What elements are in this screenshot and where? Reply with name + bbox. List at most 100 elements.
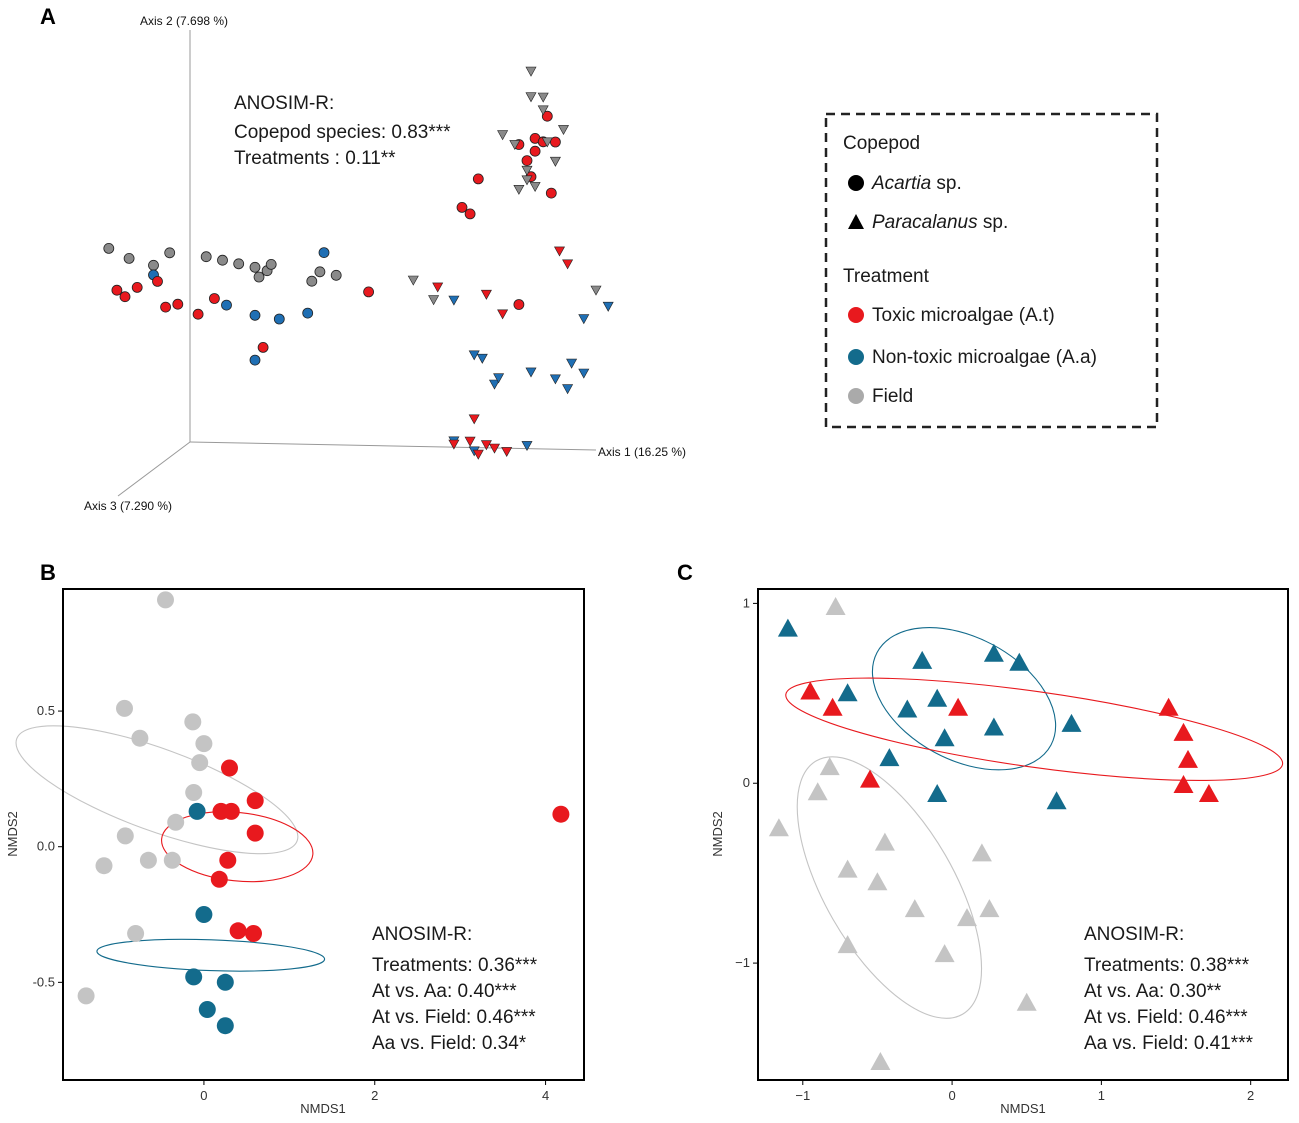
panel-c-point — [870, 1052, 891, 1070]
legend: Copepod Acartia sp. Paracalanus sp. Trea… — [824, 112, 1159, 429]
panel-a-point-triangle — [553, 246, 566, 257]
panel-a-point-circle — [529, 145, 541, 157]
legend-acartia-sp: sp. — [931, 173, 962, 194]
panel-a-point-triangle — [472, 449, 484, 460]
panel-a-point-circle — [249, 261, 261, 273]
panel-c-point — [837, 859, 858, 878]
legend-nontoxic-dot — [848, 349, 864, 365]
panel-a-point-circle — [513, 299, 525, 310]
panel-a-point-triangle — [464, 436, 476, 447]
panel-a-point-circle — [164, 247, 176, 259]
panel-a-point-circle — [330, 269, 342, 281]
panel-a-point-triangle — [521, 165, 533, 176]
panel-c-xtick-label: 2 — [1247, 1088, 1254, 1103]
panel-a-point-triangle — [537, 92, 549, 103]
panel-c-point — [860, 769, 880, 788]
panel-a-point-triangle — [480, 289, 492, 300]
panel-c-point — [1173, 722, 1194, 741]
panel-a-point-circle — [314, 266, 326, 278]
panel-a-point-circle — [550, 136, 561, 148]
panel-c-point — [1198, 784, 1219, 802]
panel-b-plot: 0 2 4 -0.5 0.0 0.5 — [15, 591, 570, 1103]
legend-paracalanus: Paracalanus sp. — [872, 212, 1008, 233]
panel-b-xtick-label: 2 — [371, 1088, 378, 1103]
panel-b-point — [195, 906, 213, 923]
axis1-line — [189, 441, 597, 451]
panel-a-point-triangle — [407, 275, 419, 286]
panel-c-ytick-label: 1 — [743, 595, 750, 610]
panel-a-point-circle — [521, 155, 533, 167]
panel-c-stats-line-3: At vs. Field: 0.46*** — [1084, 1007, 1248, 1028]
panel-b-point — [185, 968, 203, 986]
panel-c-ellipse — [785, 677, 1284, 782]
panel-a-point-circle — [200, 251, 212, 263]
panel-b-point — [229, 922, 247, 940]
panel-c-point — [957, 908, 977, 927]
panel-c-point — [874, 832, 895, 851]
panel-b-point — [139, 851, 157, 869]
panel-a-stats-line-1: Copepod species: 0.83*** — [234, 122, 451, 143]
panel-a-point-triangle — [480, 440, 492, 451]
panel-c-stats-line-1: Treatments: 0.38*** — [1084, 955, 1250, 976]
legend-acartia: Acartia sp. — [871, 173, 962, 194]
panel-b-point — [167, 813, 185, 831]
panel-b-point — [184, 713, 202, 731]
legend-toxic-label: Toxic microalgae (A.t) — [872, 305, 1055, 326]
panel-a-point-triangle — [562, 384, 574, 395]
panel-a-point-triangle — [537, 105, 549, 116]
panel-a-point-triangle — [488, 379, 501, 390]
panel-a-stats-line-2: Treatments : 0.11** — [234, 148, 396, 169]
panel-b-label: B — [40, 560, 56, 585]
legend-circle-marker — [848, 175, 864, 191]
panel-a-point-triangle — [529, 182, 541, 193]
panel-c-point — [1173, 775, 1194, 793]
panel-a-point-circle — [249, 354, 261, 366]
legend-field-label: Field — [872, 386, 913, 407]
axis1-label: Axis 1 (16.25 %) — [598, 445, 686, 459]
panel-b-point — [195, 735, 213, 753]
panel-a-point-circle — [217, 254, 228, 266]
legend-treatment-title: Treatment — [843, 266, 930, 287]
panel-c-xtick-label: −1 — [795, 1088, 810, 1103]
panel-a-point-triangle — [602, 301, 614, 312]
panel-b-point — [185, 784, 203, 801]
panel-c-point — [971, 843, 992, 862]
panel-a-point-circle — [363, 286, 375, 298]
panel-c: C NMDS1 NMDS2 −1 0 1 2 −1 0 1 ANOSIM-R: Treatm… — [677, 560, 1289, 1116]
panel-c-point — [822, 697, 843, 716]
panel-c-point — [948, 697, 969, 716]
legend-copepod-title: Copepod — [843, 133, 920, 154]
legend-nontoxic-label: Non-toxic microalgae (A.a) — [872, 347, 1097, 368]
panel-a-point-circle — [464, 208, 476, 220]
panel-c-point — [800, 681, 821, 700]
panel-b-point — [222, 802, 240, 820]
legend-toxic-dot — [848, 307, 864, 323]
panel-c-point — [768, 818, 789, 837]
panel-a-point-circle — [545, 187, 557, 199]
panel-a-point-circle — [257, 341, 269, 353]
panel-b-point — [221, 759, 238, 777]
panel-a-point-circle — [541, 110, 553, 122]
panel-b-stats-line-1: Treatments: 0.36*** — [372, 955, 538, 976]
panel-b-stats-line-4: Aa vs. Field: 0.34* — [372, 1033, 527, 1054]
panel-c-point — [837, 935, 858, 954]
panel-b-point — [210, 870, 228, 888]
panel-c-point — [897, 699, 918, 718]
panel-c-ytick-label: −1 — [735, 955, 750, 970]
panel-b-xtick-label: 4 — [542, 1088, 549, 1103]
panel-b-point — [191, 754, 209, 772]
panel-c-point — [807, 782, 828, 801]
panel-c-ellipse — [871, 627, 1057, 771]
panel-a-point-triangle — [566, 358, 578, 369]
panel-b-ylabel: NMDS2 — [5, 811, 20, 857]
panel-b-stats-line-3: At vs. Field: 0.46*** — [372, 1007, 536, 1028]
legend-paracalanus-sp: sp. — [978, 212, 1009, 233]
panel-c-point — [983, 643, 1004, 662]
panel-b-point — [163, 851, 181, 869]
panel-c-point — [867, 872, 888, 891]
panel-c-point — [934, 728, 955, 747]
panel-c-point — [1009, 652, 1030, 671]
panel-a-point-circle — [172, 298, 184, 310]
axis3-line — [117, 441, 191, 497]
